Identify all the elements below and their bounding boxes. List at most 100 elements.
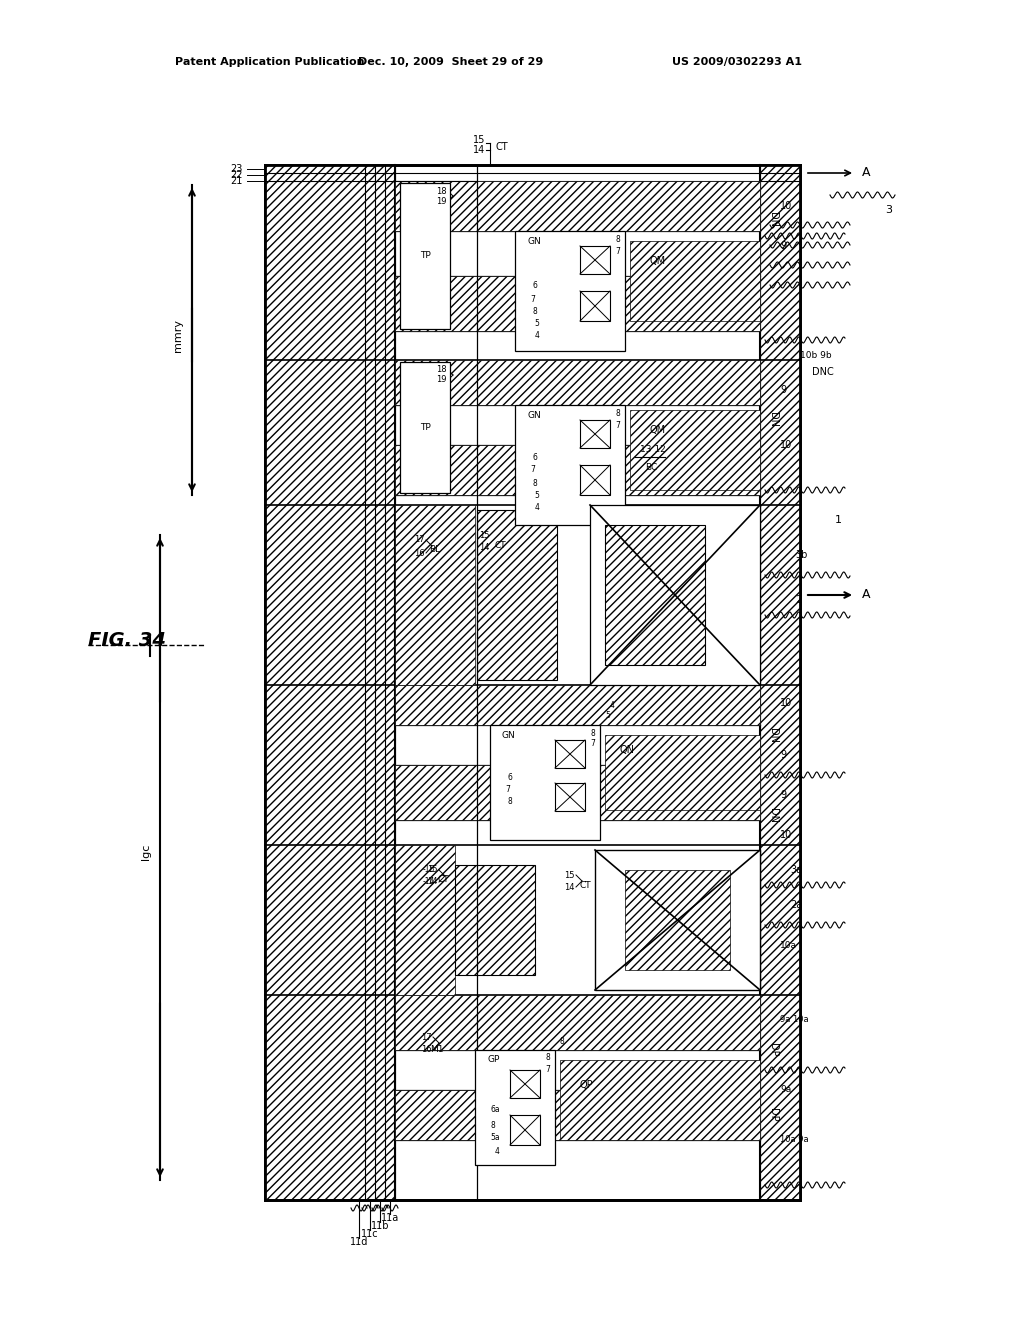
Bar [625, 870, 730, 970]
Text: CT: CT [580, 880, 591, 890]
Text: CT: CT [495, 143, 508, 152]
Text: 9a 10a: 9a 10a [780, 1015, 809, 1024]
Text: 7: 7 [506, 785, 510, 795]
Bar [580, 465, 610, 495]
Text: 19: 19 [436, 197, 447, 206]
Bar [515, 405, 625, 525]
Text: Patent Application Publication: Patent Application Publication [175, 57, 365, 67]
Text: 7: 7 [530, 466, 536, 474]
Bar [400, 183, 450, 329]
Text: 5: 5 [535, 318, 540, 327]
Text: DNC: DNC [812, 367, 834, 378]
Bar [490, 725, 600, 840]
Text: A: A [862, 166, 870, 180]
Bar [605, 735, 760, 810]
Bar [400, 362, 450, 492]
Text: 7: 7 [590, 738, 595, 747]
Text: BC: BC [645, 462, 657, 471]
Bar [395, 276, 760, 331]
Text: 4: 4 [610, 701, 614, 710]
Text: 17: 17 [415, 536, 425, 544]
Bar [265, 165, 800, 1200]
Text: QM: QM [650, 256, 667, 267]
Text: 10: 10 [780, 698, 793, 708]
Text: GN: GN [527, 236, 541, 246]
Text: 6: 6 [532, 281, 538, 290]
Text: FIG. 34: FIG. 34 [88, 631, 166, 649]
Bar [475, 1049, 555, 1166]
Text: GN: GN [502, 730, 516, 739]
Text: US 2009/0302293 A1: US 2009/0302293 A1 [672, 57, 802, 67]
Text: 23: 23 [230, 164, 243, 174]
Bar [395, 1090, 760, 1140]
Bar [265, 165, 395, 1200]
Bar [395, 181, 760, 231]
Bar [510, 1071, 540, 1098]
Text: 14: 14 [473, 145, 485, 154]
Text: QM: QM [650, 425, 667, 436]
Bar [555, 783, 585, 810]
Text: 14: 14 [479, 543, 490, 552]
Text: A: A [862, 589, 870, 602]
Text: 7: 7 [530, 294, 536, 304]
Bar [760, 165, 800, 1200]
Text: 5: 5 [605, 710, 610, 719]
Bar [555, 741, 585, 768]
Bar [395, 995, 760, 1049]
Text: 16: 16 [421, 1045, 432, 1055]
Bar [580, 290, 610, 321]
Text: 8: 8 [615, 235, 620, 243]
Text: 7: 7 [615, 421, 620, 429]
Text: 15: 15 [479, 531, 490, 540]
Text: 13 12: 13 12 [640, 446, 666, 454]
Text: 6: 6 [532, 453, 538, 462]
Text: 16: 16 [415, 549, 425, 557]
Text: DN: DN [768, 727, 778, 742]
Text: 1: 1 [835, 515, 842, 525]
Text: 10a: 10a [780, 940, 797, 949]
Bar [630, 242, 760, 321]
Text: 8: 8 [615, 408, 620, 417]
Text: 6: 6 [508, 772, 512, 781]
Bar [590, 506, 760, 685]
Text: lgc: lgc [141, 843, 151, 861]
Text: CT: CT [495, 540, 506, 549]
Text: 10a 9a: 10a 9a [780, 1135, 809, 1144]
Text: 8: 8 [532, 306, 538, 315]
Text: 7: 7 [615, 247, 620, 256]
Text: 9: 9 [780, 750, 786, 760]
Text: GN: GN [527, 411, 541, 420]
Bar [515, 231, 625, 351]
Text: 11b: 11b [371, 1221, 389, 1232]
Text: TP: TP [420, 422, 430, 432]
Text: 2: 2 [795, 595, 801, 605]
Bar [395, 506, 475, 685]
Text: 3b: 3b [795, 550, 807, 560]
Text: 22: 22 [230, 170, 243, 180]
Text: 8: 8 [508, 797, 512, 807]
Text: 9: 9 [780, 789, 786, 800]
Text: 11d: 11d [350, 1237, 369, 1247]
Text: 5: 5 [535, 491, 540, 499]
Text: 11a: 11a [381, 1213, 399, 1224]
Text: 10: 10 [780, 201, 793, 211]
Text: 8: 8 [545, 1053, 550, 1063]
Bar [630, 411, 760, 490]
Bar [580, 246, 610, 275]
Text: Dec. 10, 2009  Sheet 29 of 29: Dec. 10, 2009 Sheet 29 of 29 [358, 57, 544, 67]
Text: 18: 18 [436, 186, 447, 195]
Text: 10b 9b: 10b 9b [800, 351, 831, 359]
Text: 15: 15 [427, 866, 438, 874]
Text: 14: 14 [564, 883, 575, 891]
Text: 17: 17 [421, 1032, 432, 1041]
Text: 10: 10 [780, 830, 793, 840]
Bar [510, 1115, 540, 1144]
Bar [580, 420, 610, 447]
Text: DN: DN [768, 412, 778, 428]
Bar [395, 360, 760, 405]
Text: 8: 8 [532, 479, 538, 487]
Text: 3a: 3a [790, 865, 802, 875]
Text: M1: M1 [430, 1045, 443, 1055]
Text: 11c: 11c [361, 1229, 379, 1239]
Text: 6a: 6a [490, 1106, 500, 1114]
